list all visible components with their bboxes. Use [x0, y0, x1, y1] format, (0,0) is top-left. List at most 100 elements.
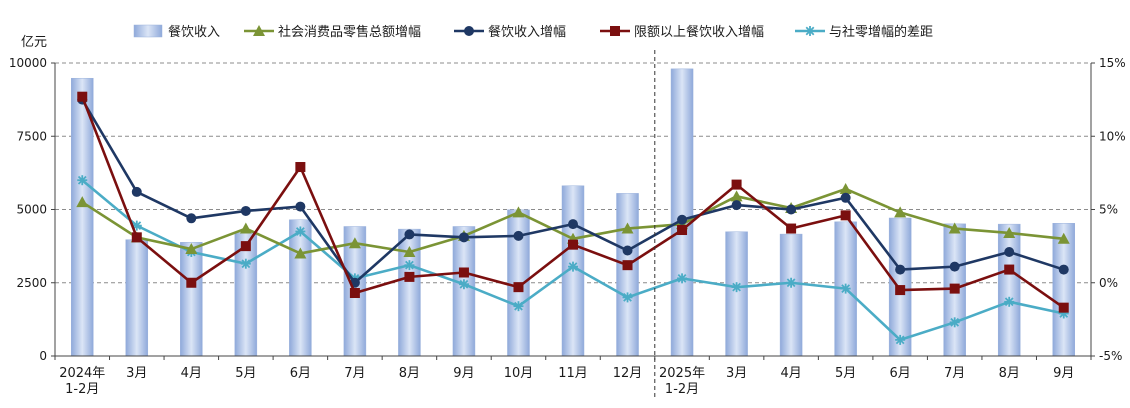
legend-marker [610, 26, 620, 36]
legend-item: 社会消费品零售总额增幅 [244, 24, 421, 40]
series-point [895, 285, 906, 296]
series-point [404, 260, 415, 271]
series-point [240, 205, 251, 216]
series-point [185, 243, 198, 255]
series-point [404, 229, 415, 240]
legend-label: 餐饮收入 [168, 24, 220, 40]
series-point [1057, 232, 1070, 244]
series-point [1004, 264, 1015, 275]
series-point [240, 258, 251, 269]
series-point [568, 239, 578, 250]
x-tick-label: 4月 [181, 366, 202, 381]
left-tick-label: 2500 [16, 276, 47, 290]
series-3 [77, 175, 1069, 345]
series-point [77, 175, 88, 186]
series-point [568, 219, 578, 230]
x-tick-label: 12月 [613, 366, 643, 381]
series-point [786, 223, 797, 234]
legend-label: 限额以上餐饮收入增幅 [634, 24, 764, 40]
x-tick-label: 11月 [558, 366, 588, 381]
series-point [731, 282, 742, 293]
series-point [621, 222, 634, 234]
right-tick-label: -5% [1099, 349, 1122, 363]
x-tick-label: 5月 [235, 366, 256, 381]
bar [125, 239, 149, 357]
x-tick-label: 6月 [290, 366, 311, 381]
legend-item: 餐饮收入增幅 [454, 24, 566, 40]
series-point [458, 267, 469, 278]
series-point [458, 232, 469, 243]
legend-swatch [133, 24, 163, 38]
legend-label: 社会消费品零售总额增幅 [278, 24, 421, 40]
x-tick-label: 8月 [999, 366, 1020, 381]
series-point [677, 273, 688, 284]
series-point [949, 261, 960, 272]
x-tick-label: 8月 [399, 366, 420, 381]
legend: 餐饮收入 社会消费品零售总额增幅 餐饮收入增幅 限额以上餐饮收入增幅 与社零增幅的差距 [133, 24, 933, 40]
series-point [840, 283, 851, 294]
legend-item: 限额以上餐饮收入增幅 [600, 24, 764, 40]
series-point [1003, 226, 1016, 238]
legend-item: 餐饮收入 [133, 24, 220, 40]
series-point [622, 245, 633, 256]
series-point [949, 317, 960, 328]
series-point [895, 334, 906, 345]
left-axis-unit-label: 亿元 [21, 35, 47, 50]
series-point [840, 192, 851, 203]
series-point [622, 292, 633, 303]
series-point [568, 261, 578, 272]
series-point [839, 182, 852, 194]
series-point [186, 277, 197, 288]
right-tick-label: 0% [1099, 276, 1118, 290]
x-tick-label: 10月 [504, 366, 534, 381]
left-tick-label: 7500 [16, 129, 47, 143]
series-point [295, 201, 306, 212]
series-point [186, 213, 197, 224]
bar [670, 68, 694, 357]
series-1 [77, 94, 1069, 288]
legend-marker [464, 26, 474, 36]
series-point [677, 214, 688, 225]
right-tick-label: 5% [1099, 203, 1118, 217]
series-point [76, 196, 89, 208]
x-tick-label: 9月 [1053, 366, 1074, 381]
series-point [458, 279, 469, 290]
series-point [730, 190, 743, 202]
series-point [1058, 302, 1069, 313]
x-tick-label: 3月 [726, 366, 747, 381]
right-tick-label: 15% [1099, 56, 1126, 70]
x-tick-label: 2025年 1-2月 [659, 366, 705, 397]
bar [452, 226, 476, 357]
series-point [731, 200, 742, 211]
series-point [239, 222, 252, 234]
left-tick-label: 5000 [16, 203, 47, 217]
series-point [840, 210, 851, 221]
legend-marker [805, 26, 815, 36]
left-tick-label: 0 [39, 349, 47, 363]
series-point [294, 247, 307, 259]
x-tick-label: 9月 [453, 366, 474, 381]
bar [616, 193, 639, 357]
bar [725, 231, 748, 357]
x-tick-label: 2024年 1-2月 [59, 366, 105, 397]
series-point [677, 225, 688, 236]
series-point [1004, 246, 1015, 257]
series-point [240, 241, 251, 252]
legend-item: 与社零增幅的差距 [795, 24, 933, 40]
series-point [404, 271, 415, 282]
series-point [513, 230, 524, 241]
legend-label: 与社零增幅的差距 [829, 24, 933, 40]
series-point [295, 162, 306, 173]
series-point [786, 204, 797, 215]
legend-label: 餐饮收入增幅 [488, 24, 566, 40]
series-point [348, 237, 361, 249]
series-point [403, 245, 416, 257]
bar [779, 233, 803, 357]
x-tick-label: 5月 [835, 366, 856, 381]
bar-series [71, 68, 1075, 357]
right-tick-label: 10% [1099, 129, 1126, 143]
series-point [131, 232, 142, 243]
series-point [512, 206, 525, 218]
series-point [1004, 296, 1015, 307]
